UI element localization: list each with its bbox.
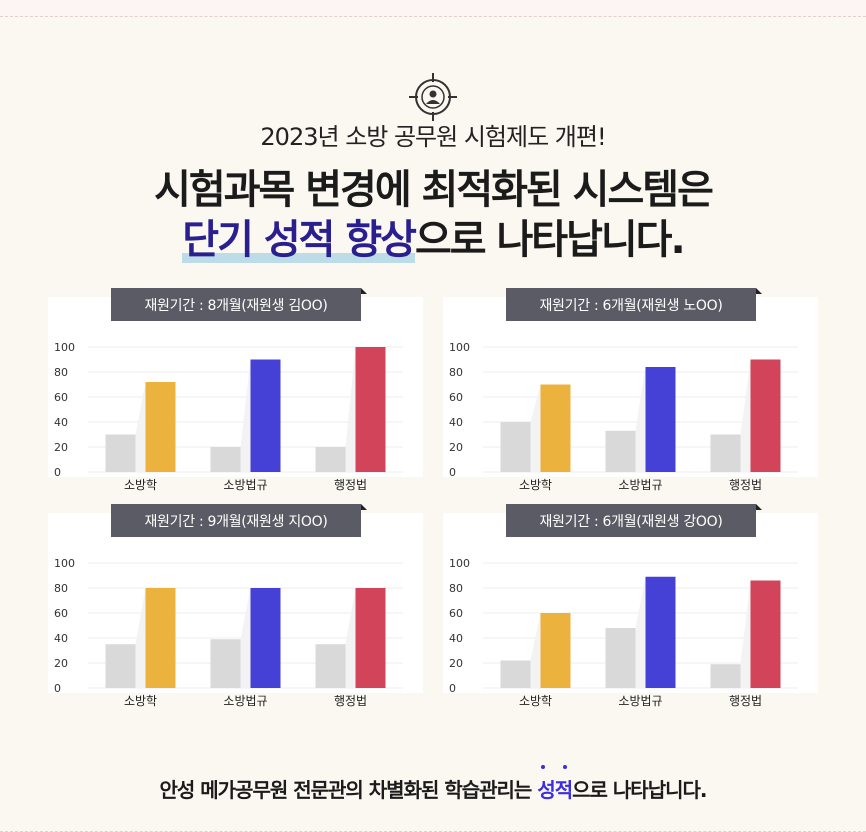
y-tick-label: 0 [54,682,61,695]
bar-after [355,347,386,472]
x-tick-label: 소방법규 [618,478,662,492]
bar-before [210,639,241,688]
bar-after [250,588,281,688]
bar-before [500,422,531,472]
headline-accent: 단기 성적 향상 [182,217,417,263]
bar-before [605,628,636,688]
footer-message: 안성 메가공무원 전문관의 차별화된 학습관리는 성적으로 나타납니다. [0,765,866,803]
y-tick-label: 40 [54,416,68,429]
footer-emphasis: 성적 [537,765,573,803]
bar-chart: 0 20 40 60 80 100 소방학 소방법규 행정법 [54,557,403,708]
y-tick-label: 60 [54,391,68,404]
bar-before [315,644,346,688]
y-tick-label: 20 [54,441,68,454]
bar-after [645,367,676,472]
x-tick-label: 소방학 [124,478,157,492]
target-user-icon [409,73,457,121]
y-tick-label: 80 [54,582,68,595]
x-tick-label: 행정법 [334,477,367,492]
promo-page: 2023년 소방 공무원 시험제도 개편! 시험과목 변경에 최적화된 시스템은… [0,16,866,832]
growth-shade [530,613,541,688]
x-tick-label: 행정법 [729,477,762,492]
bar-before [315,447,346,472]
growth-shade [345,347,356,472]
bar-after [750,580,781,688]
subtitle: 2023년 소방 공무원 시험제도 개편! [260,123,606,151]
growth-shade [635,367,646,472]
x-tick-label: 행정법 [334,693,367,708]
bar-after [250,359,281,472]
bar-chart: 0 20 40 60 80 100 소방학 소방법규 행정법 [54,341,403,492]
y-tick-label: 0 [449,682,456,695]
growth-shade [530,384,541,472]
x-tick-label: 소방법규 [223,694,267,708]
y-tick-label: 100 [54,341,75,354]
footer-text: 안성 메가공무원 전문관의 차별화된 학습관리는 [159,778,538,802]
x-tick-label: 소방학 [519,478,552,492]
headline-line-2: 단기 성적 향상 으로 나타납니다. [0,207,866,265]
bar-after [540,613,571,688]
growth-shade [135,382,146,472]
x-tick-label: 소방학 [124,694,157,708]
headline-line-1: 시험과목 변경에 최적화된 시스템은 [154,167,714,213]
bar-before [105,644,136,688]
y-tick-label: 40 [54,632,68,645]
chart-panel-1: 재원기간 : 8개월(재원생 김OO) 0 20 40 60 80 100 소방학 소방법규 행… [48,288,423,492]
bar-after [540,384,571,472]
y-tick-label: 100 [449,557,470,570]
y-tick-label: 20 [449,441,463,454]
bar-after [750,359,781,472]
bar-after [145,382,176,472]
y-tick-label: 80 [54,366,68,379]
y-tick-label: 60 [54,607,68,620]
chart-title: 재원기간 : 9개월(재원생 지OO) [111,504,367,537]
chart-panel-4: 재원기간 : 6개월(재원생 강OO) 0 20 40 60 80 100 소방학 소방법규 행… [443,504,818,708]
bar-chart: 0 20 40 60 80 100 소방학 소방법규 행정법 [449,341,798,492]
bar-after [355,588,386,688]
y-tick-label: 100 [449,341,470,354]
y-tick-label: 80 [449,582,463,595]
growth-shade [740,580,751,688]
chart-title: 재원기간 : 8개월(재원생 김OO) [111,288,367,321]
y-tick-label: 20 [449,657,463,670]
chart-panel-3: 재원기간 : 9개월(재원생 지OO) 0 20 40 60 80 100 소방학 소방법규 행… [48,504,423,708]
y-tick-label: 40 [449,416,463,429]
bar-chart: 0 20 40 60 80 100 소방학 소방법규 행정법 [449,557,798,708]
y-tick-label: 0 [449,466,456,479]
bar-after [645,576,676,688]
growth-shade [240,359,251,472]
bar-before [105,434,136,472]
chart-title: 재원기간 : 6개월(재원생 노OO) [506,288,762,321]
bar-before [605,430,636,472]
headline-line-2-rest: 으로 나타납니다. [414,217,686,263]
y-tick-label: 100 [54,557,75,570]
growth-shade [635,576,646,688]
bar-after [145,588,176,688]
bar-before [710,434,741,472]
growth-shade [240,588,251,688]
y-tick-label: 20 [54,657,68,670]
chart-title: 재원기간 : 6개월(재원생 강OO) [506,504,762,537]
footer-text-end: 으로 나타납니다. [572,778,707,802]
y-tick-label: 40 [449,632,463,645]
x-tick-label: 소방법규 [618,694,662,708]
y-tick-label: 60 [449,391,463,404]
growth-shade [135,588,146,688]
growth-shade [740,359,751,472]
bar-before [210,447,241,472]
chart-panel-2: 재원기간 : 6개월(재원생 노OO) 0 20 40 60 80 100 소방학 소방법규 행… [443,288,818,492]
y-tick-label: 0 [54,466,61,479]
x-tick-label: 행정법 [729,693,762,708]
x-tick-label: 소방법규 [223,478,267,492]
bar-before [710,664,741,688]
y-tick-label: 60 [449,607,463,620]
y-tick-label: 80 [449,366,463,379]
bar-before [500,660,531,688]
growth-shade [345,588,356,688]
x-tick-label: 소방학 [519,694,552,708]
